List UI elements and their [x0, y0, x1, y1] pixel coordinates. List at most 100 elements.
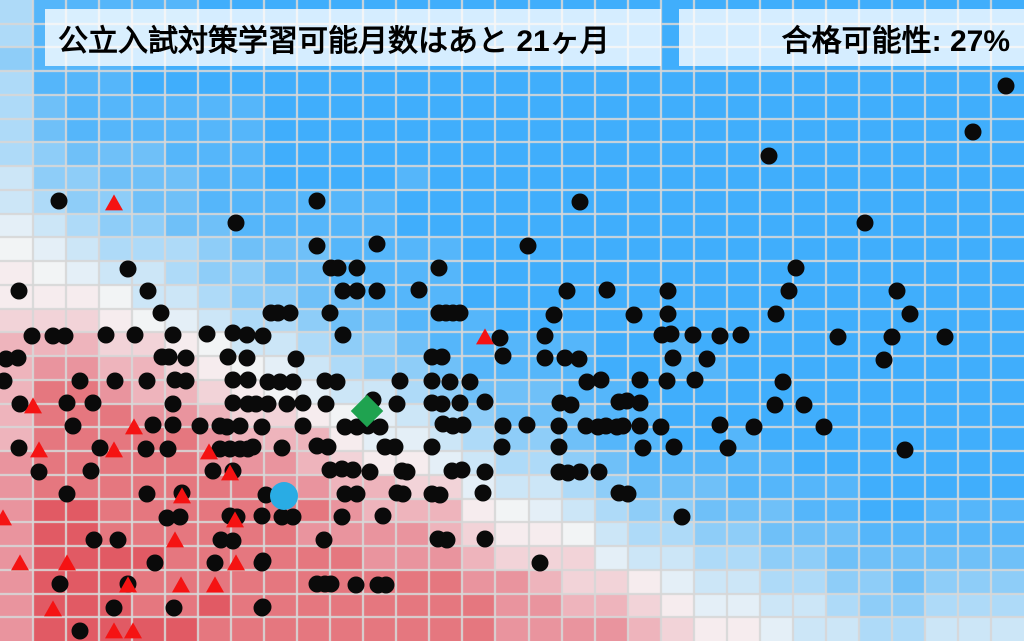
black-dot-marker [662, 325, 680, 343]
black-dot-marker [774, 373, 792, 391]
black-dot-marker [686, 371, 704, 389]
black-dot-marker [126, 326, 144, 344]
red-triangle-marker [173, 487, 191, 504]
black-dot-marker [164, 416, 182, 434]
black-dot-marker [85, 531, 103, 549]
black-dot-marker [106, 372, 124, 390]
black-dot-marker [254, 552, 272, 570]
red-triangle-marker [226, 511, 244, 528]
black-dot-marker [476, 530, 494, 548]
black-dot-marker [177, 349, 195, 367]
red-triangle-marker [125, 418, 143, 435]
remaining-months-label: 公立入試対策学習可能月数はあと 21ヶ月 [58, 24, 610, 58]
black-dot-marker [901, 305, 919, 323]
black-dot-marker [618, 392, 636, 410]
black-dot-marker [51, 575, 69, 593]
black-dot-marker [361, 463, 379, 481]
red-triangle-marker [58, 554, 76, 571]
black-dot-marker [964, 123, 982, 141]
black-dot-marker [344, 461, 362, 479]
black-dot-marker [308, 237, 326, 255]
black-dot-marker [109, 531, 127, 549]
red-triangle-marker [30, 441, 48, 458]
black-dot-marker [328, 373, 346, 391]
black-dot-marker [0, 372, 13, 390]
black-dot-marker [23, 327, 41, 345]
black-dot-marker [56, 327, 74, 345]
cyan-circle-marker [270, 482, 298, 510]
black-dot-marker [550, 438, 568, 456]
black-dot-marker [571, 193, 589, 211]
black-dot-marker [224, 371, 242, 389]
black-dot-marker [84, 394, 102, 412]
red-triangle-marker [11, 554, 29, 571]
red-triangle-marker [206, 576, 224, 593]
black-dot-marker [97, 326, 115, 344]
red-triangle-marker [200, 443, 218, 460]
red-triangle-marker [105, 441, 123, 458]
red-triangle-marker [476, 328, 494, 345]
black-dot-marker [631, 371, 649, 389]
black-dot-marker [146, 554, 164, 572]
black-dot-marker [278, 395, 296, 413]
black-dot-marker [519, 237, 537, 255]
black-dot-marker [191, 417, 209, 435]
black-dot-marker [348, 282, 366, 300]
black-dot-marker [410, 281, 428, 299]
black-dot-marker [684, 326, 702, 344]
black-dot-marker [30, 463, 48, 481]
black-dot-marker [144, 416, 162, 434]
red-triangle-marker [227, 554, 245, 571]
red-triangle-marker [0, 509, 12, 526]
black-dot-marker [558, 282, 576, 300]
black-dot-marker [64, 417, 82, 435]
black-dot-marker [152, 304, 170, 322]
black-dot-marker [206, 554, 224, 572]
black-dot-marker [244, 438, 262, 456]
black-dot-marker [766, 396, 784, 414]
black-dot-marker [371, 418, 389, 436]
black-dot-marker [171, 508, 189, 526]
black-dot-marker [491, 329, 509, 347]
black-dot-marker [423, 372, 441, 390]
black-dot-marker [321, 304, 339, 322]
black-dot-marker [224, 324, 242, 342]
black-dot-marker [451, 394, 469, 412]
black-dot-marker [494, 417, 512, 435]
black-dot-marker [652, 418, 670, 436]
black-dot-marker [767, 305, 785, 323]
black-dot-marker [281, 304, 299, 322]
black-dot-marker [673, 508, 691, 526]
black-dot-marker [875, 351, 893, 369]
red-triangle-marker [105, 622, 123, 639]
black-dot-marker [319, 438, 337, 456]
black-dot-marker [590, 463, 608, 481]
black-dot-marker [423, 438, 441, 456]
black-dot-marker [454, 416, 472, 434]
black-dot-marker [536, 327, 554, 345]
black-dot-marker [10, 439, 28, 457]
black-dot-marker [711, 327, 729, 345]
black-dot-marker [368, 235, 386, 253]
black-dot-marker [570, 350, 588, 368]
remaining-months-box: 公立入試対策学習可能月数はあと 21ヶ月 [45, 9, 661, 66]
black-dot-marker [82, 462, 100, 480]
black-dot-marker [883, 328, 901, 346]
black-dot-marker [105, 599, 123, 617]
black-dot-marker [348, 485, 366, 503]
black-dot-marker [658, 372, 676, 390]
black-dot-marker [795, 396, 813, 414]
black-dot-marker [271, 373, 289, 391]
black-dot-marker [377, 576, 395, 594]
black-dot-marker [254, 598, 272, 616]
black-dot-marker [997, 77, 1015, 95]
black-dot-marker [58, 394, 76, 412]
black-dot-marker [433, 395, 451, 413]
black-dot-marker [374, 507, 392, 525]
black-dot-marker [334, 326, 352, 344]
black-dot-marker [119, 260, 137, 278]
black-dot-marker [368, 282, 386, 300]
black-dot-marker [91, 439, 109, 457]
black-dot-marker [745, 418, 763, 436]
